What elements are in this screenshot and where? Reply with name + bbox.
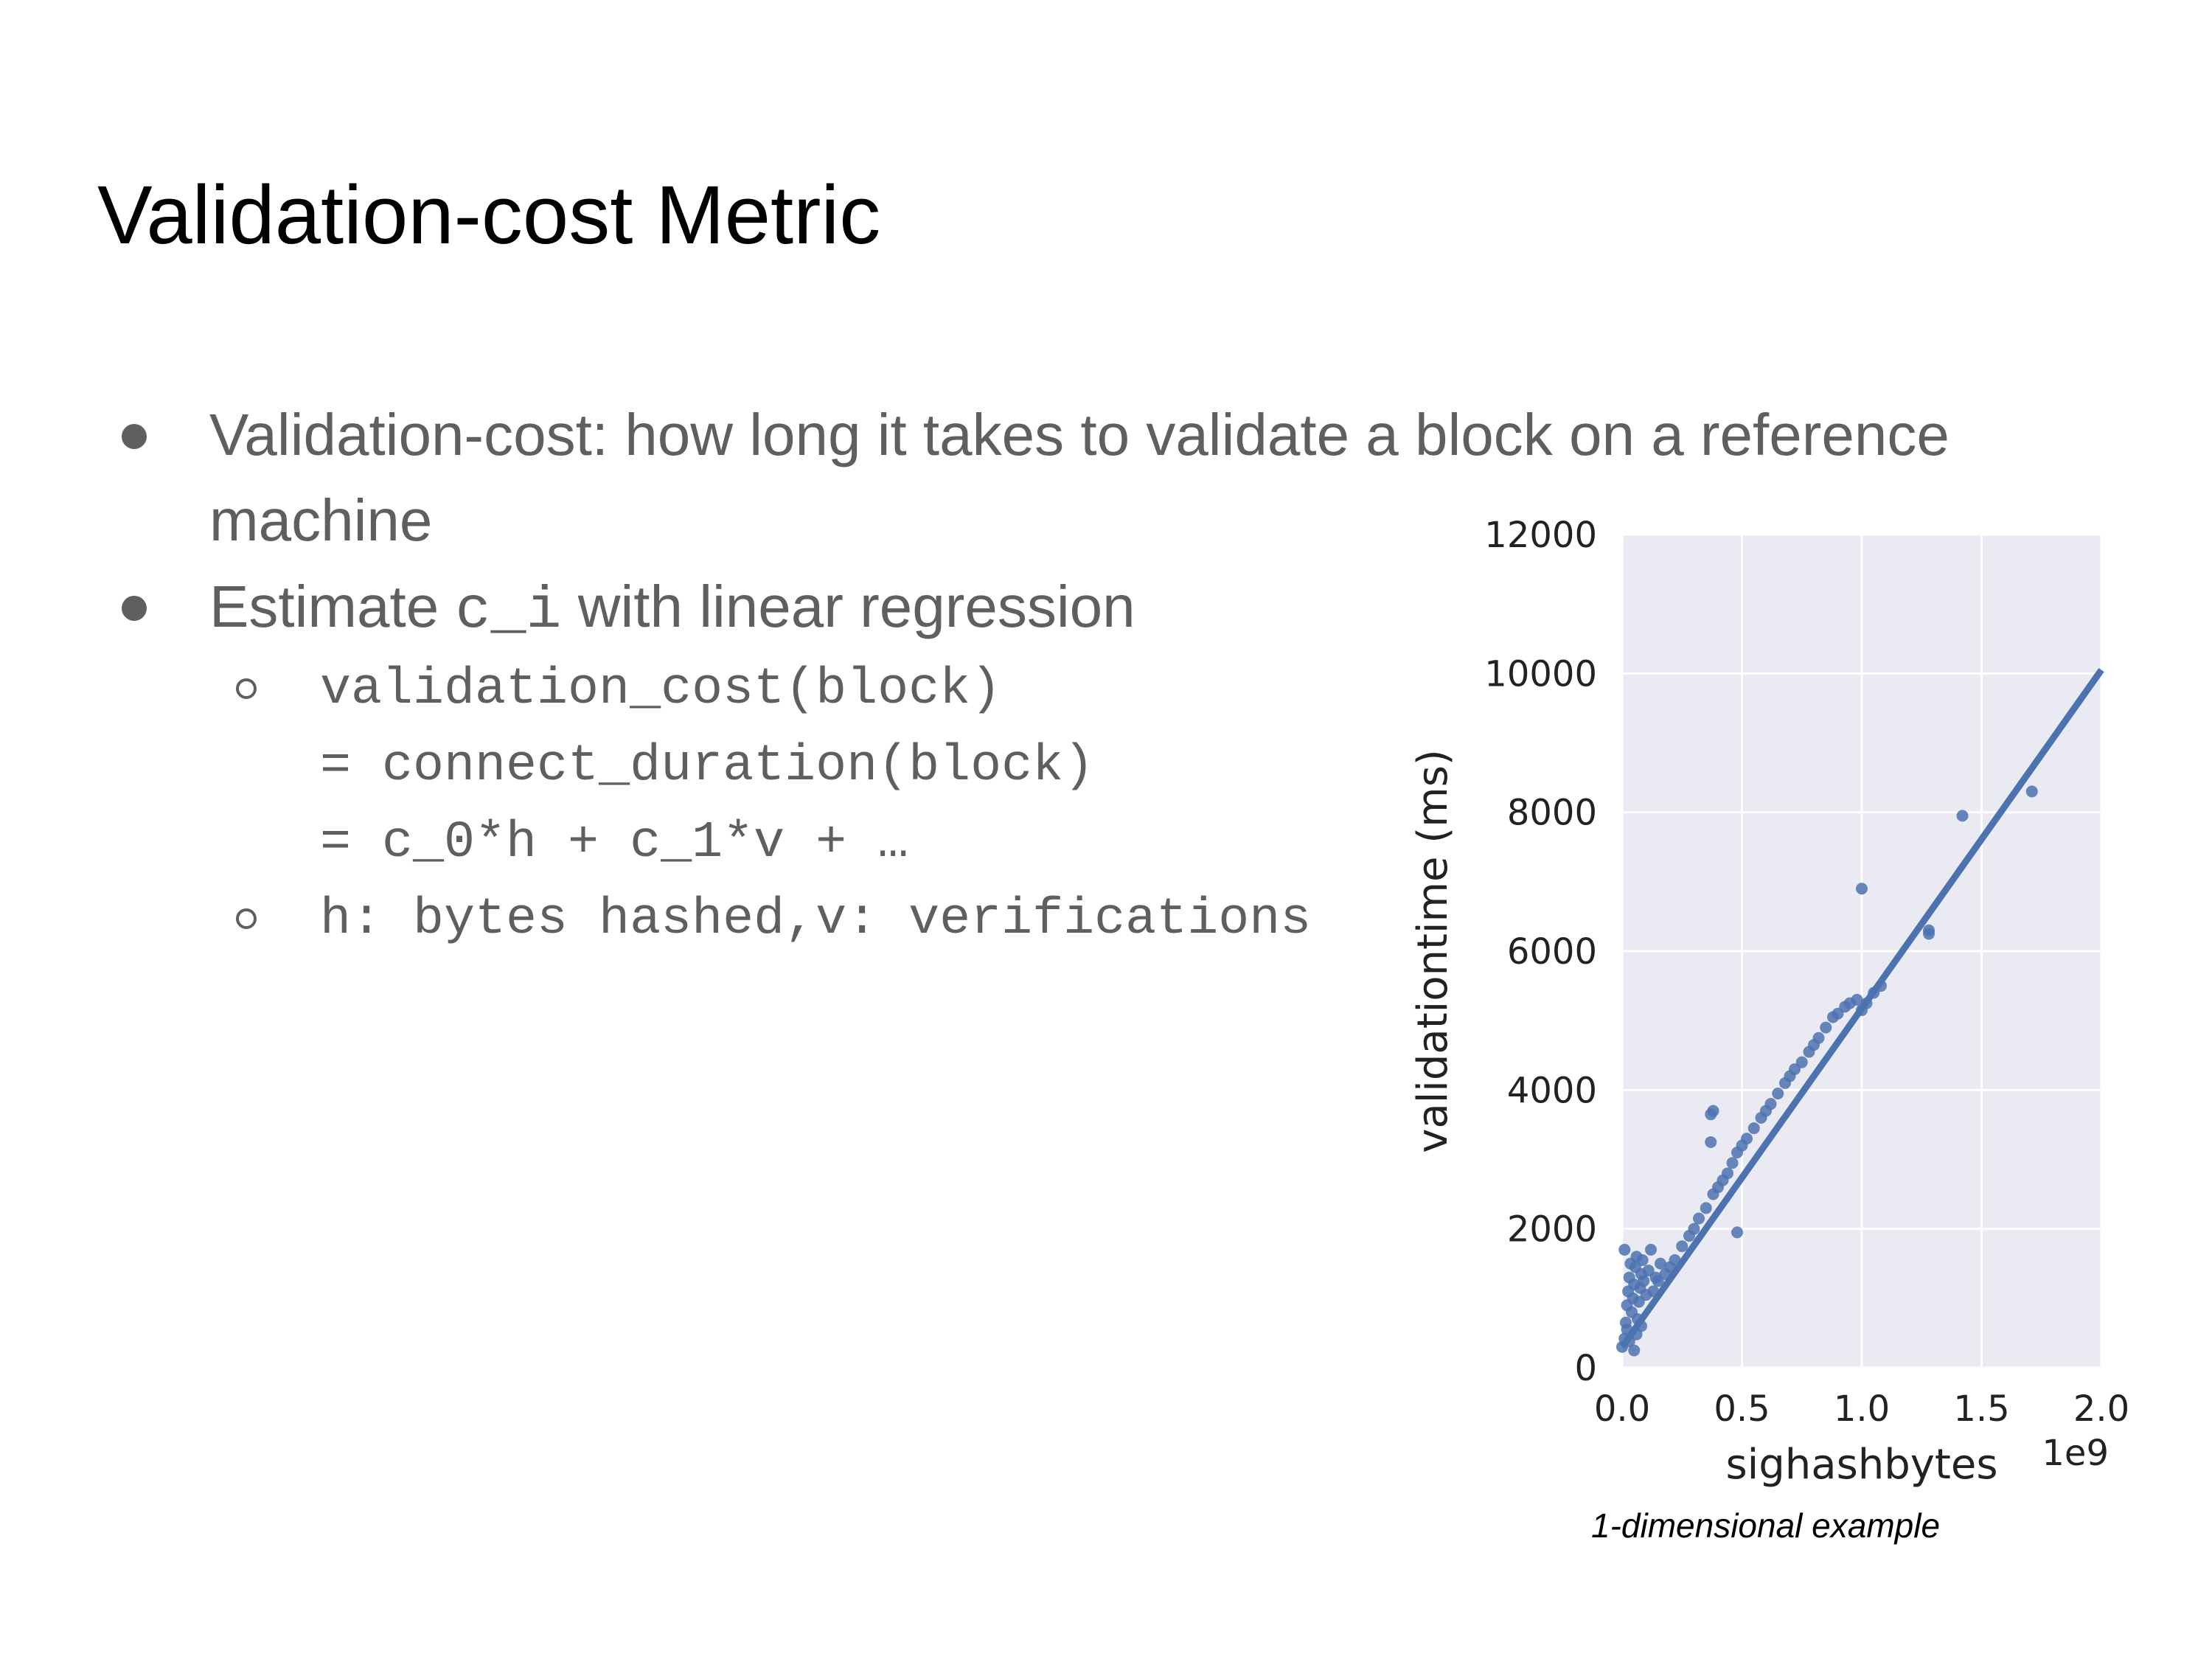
sub-bullet-circle-1 (236, 678, 257, 699)
sub-bullet-circle-2 (236, 908, 257, 929)
bullet-2-code: c_i (455, 578, 562, 645)
data-point (1621, 1324, 1633, 1336)
data-point (1700, 1202, 1712, 1214)
bullet-dot-2 (122, 596, 147, 621)
data-point (1741, 1133, 1753, 1145)
data-point (2025, 785, 2038, 798)
data-point (1638, 1275, 1650, 1287)
data-point (1669, 1254, 1681, 1267)
data-point (1722, 1167, 1733, 1180)
data-point (1635, 1320, 1647, 1332)
scatter-chart: 0.0 0.5 1.0 1.5 2.0 0 2000 4000 6000 8000 10000 120… (1409, 515, 2129, 1489)
data-point (1705, 1135, 1717, 1148)
data-point (1856, 883, 1868, 895)
bullet-2-suffix: with linear regression (561, 574, 1135, 639)
data-point (1820, 1021, 1832, 1034)
bullet-2: Estimate c_i with linear regression (209, 571, 1135, 647)
x-tick-label: 1.0 (1834, 1388, 1890, 1430)
x-offset-label: 1e9 (2042, 1433, 2109, 1474)
data-point (1693, 1212, 1705, 1225)
sub-bullet-1-line-1: validation_cost(block) (320, 661, 1002, 719)
data-point (1851, 993, 1863, 1006)
data-point (1812, 1032, 1825, 1044)
x-tick-label: 0.0 (1594, 1388, 1650, 1430)
y-tick-label: 2000 (1507, 1209, 1597, 1251)
data-point (1636, 1254, 1649, 1267)
slide-title: Validation-cost Metric (97, 169, 881, 261)
data-point (1956, 810, 1969, 822)
y-tick-label: 12000 (1484, 515, 1597, 556)
y-tick-label: 8000 (1507, 793, 1597, 834)
y-axis-label: validationtime (ms) (1409, 749, 1457, 1152)
y-tick-label: 10000 (1484, 653, 1597, 695)
data-point (1726, 1157, 1739, 1169)
data-point (1688, 1222, 1700, 1235)
y-tick-label: 6000 (1507, 931, 1597, 973)
data-point (1923, 928, 1935, 940)
data-point (1655, 1257, 1666, 1270)
y-tick-label: 0 (1574, 1348, 1597, 1389)
data-point (1875, 980, 1887, 992)
data-point (1618, 1243, 1631, 1256)
data-point (1795, 1056, 1808, 1068)
data-point (1676, 1240, 1688, 1253)
data-point (1645, 1243, 1657, 1256)
data-point (1772, 1088, 1784, 1100)
data-point (1707, 1105, 1719, 1117)
x-axis-label: sighashbytes (1725, 1441, 1997, 1489)
sub-bullet-1-line-2: = connect_duration(block) (320, 737, 1095, 796)
bullet-2-prefix: Estimate (209, 574, 456, 639)
sub-bullet-1-line-3: = c_0*h + c_1*v + … (320, 814, 909, 872)
y-tick-label: 4000 (1507, 1070, 1597, 1111)
data-point (1860, 997, 1873, 1009)
chart-caption: 1-dimensional example (1591, 1506, 1941, 1545)
bullet-1-line-2: machine (209, 487, 433, 553)
x-tick-label: 0.5 (1714, 1388, 1770, 1430)
data-point (1747, 1122, 1760, 1135)
sub-bullet-2: h: bytes hashed,v: verifications (320, 891, 1312, 949)
x-tick-label: 1.5 (1953, 1388, 2009, 1430)
bullet-1-line-1: Validation-cost: how long it takes to va… (209, 402, 1950, 467)
bullet-dot-1 (122, 424, 147, 449)
x-tick-label: 2.0 (2073, 1388, 2129, 1430)
data-point (1731, 1226, 1743, 1239)
data-point (1647, 1285, 1660, 1298)
data-point (1628, 1344, 1641, 1357)
data-point (1764, 1098, 1777, 1110)
